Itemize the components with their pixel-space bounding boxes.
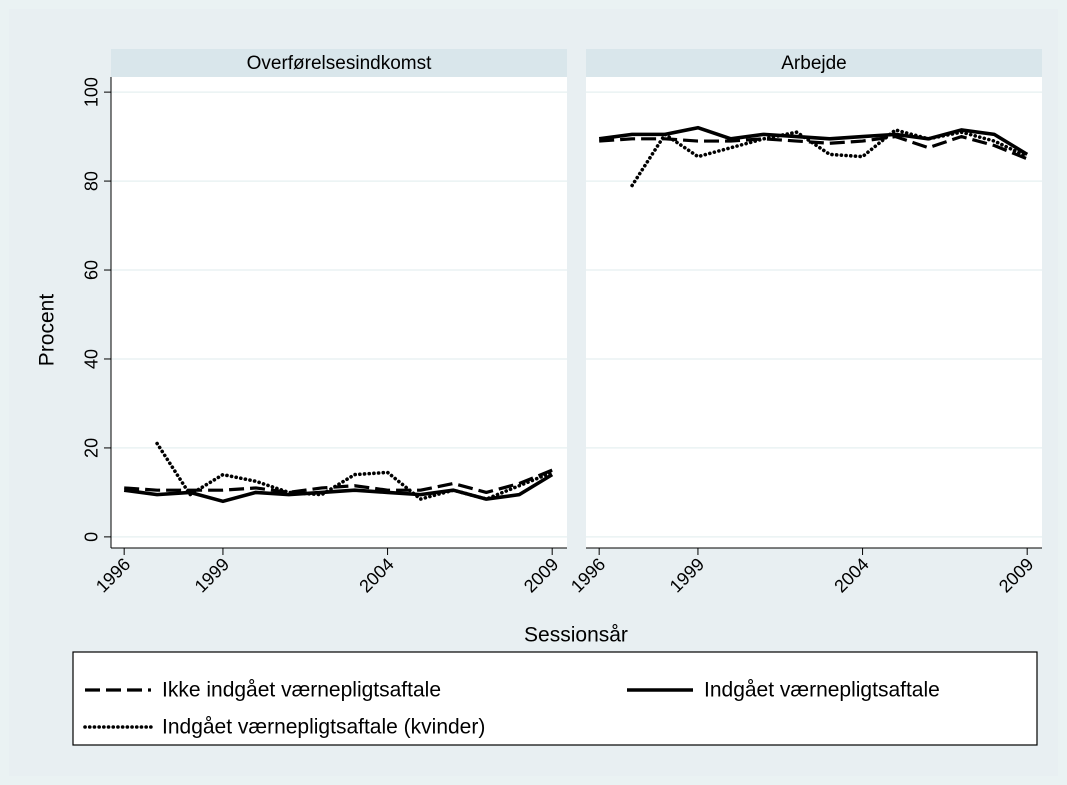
y-axis-label: Procent xyxy=(36,294,59,367)
legend-label: Indgået værnepligtsaftale (kvinder) xyxy=(162,716,485,739)
panel-title: Overførelsesindkomst xyxy=(247,53,432,74)
x-axis-label: Sessionsår xyxy=(524,624,628,647)
y-tick-label: 20 xyxy=(82,438,102,458)
y-tick-label: 80 xyxy=(82,171,102,191)
panel-strip xyxy=(111,49,567,77)
series-line xyxy=(155,441,554,501)
panel xyxy=(586,77,1042,548)
y-tick-label: 60 xyxy=(82,260,102,280)
legend-label: Ikke indgået værnepligtsaftale xyxy=(162,679,441,702)
legend-label: Indgået værnepligtsaftale xyxy=(704,679,940,702)
panel xyxy=(111,77,567,548)
legend xyxy=(72,651,1038,746)
series-line xyxy=(124,468,553,495)
y-tick-label: 40 xyxy=(82,349,102,369)
y-tick-label: 0 xyxy=(82,532,102,542)
series-line xyxy=(630,128,1029,188)
series-line xyxy=(598,125,1029,156)
panel-title: Arbejde xyxy=(781,53,847,74)
y-tick-label: 100 xyxy=(82,77,102,107)
panel-strip xyxy=(586,49,1042,77)
